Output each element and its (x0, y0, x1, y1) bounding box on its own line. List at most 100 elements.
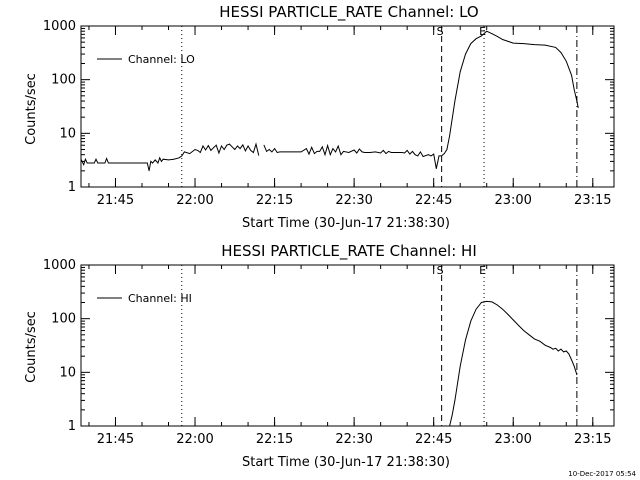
data-point (106, 158, 107, 159)
data-point (512, 319, 514, 321)
data-point (314, 153, 315, 155)
series-line (263, 30, 579, 169)
data-point (576, 374, 578, 376)
data-point (108, 162, 109, 164)
data-point (250, 150, 252, 151)
data-point (420, 151, 421, 153)
data-point (573, 89, 575, 91)
data-point (544, 344, 546, 346)
data-point (274, 148, 275, 150)
chart-title: HESSI PARTICLE_RATE Channel: HI (221, 242, 477, 261)
data-point (146, 162, 148, 164)
data-point (268, 149, 270, 150)
legend-label: Channel: LO (128, 53, 195, 66)
data-point (86, 162, 88, 164)
data-point (148, 170, 150, 172)
data-point (550, 347, 551, 348)
data-point (231, 146, 233, 148)
data-point (565, 350, 567, 352)
data-point (226, 144, 228, 146)
data-point (560, 348, 562, 350)
data-point (454, 400, 456, 401)
data-point (324, 154, 326, 156)
data-point (443, 153, 445, 155)
data-point (150, 161, 152, 162)
data-point (496, 304, 498, 306)
data-point (353, 149, 355, 151)
data-point (388, 151, 389, 152)
y-tick-label: 1000 (43, 258, 76, 273)
data-point (523, 330, 525, 331)
data-point (319, 151, 321, 152)
data-point (210, 150, 212, 151)
data-point (449, 425, 450, 427)
data-point (361, 151, 363, 153)
data-point (154, 159, 156, 161)
data-point (369, 152, 371, 153)
x-tick-label: 22:15 (256, 432, 293, 447)
plot-frame (80, 264, 615, 427)
legend: Channel: HI (97, 292, 192, 305)
data-point (380, 152, 381, 154)
y-tick-label: 1 (68, 419, 76, 434)
data-point (459, 71, 461, 73)
data-point (544, 44, 546, 46)
data-point (104, 162, 106, 164)
data-point (433, 153, 435, 155)
x-tick-label: 23:00 (494, 193, 531, 208)
data-point (329, 154, 331, 156)
data-point (359, 148, 360, 150)
time-marker-label: E (479, 25, 486, 38)
data-point (390, 152, 392, 153)
data-point (573, 365, 575, 367)
x-axis-label: Start Time (30-Jun-17 21:38:30) (242, 216, 450, 231)
x-tick-label: 22:45 (415, 193, 452, 208)
data-point (159, 157, 161, 159)
data-point (465, 339, 466, 341)
data-point (454, 100, 456, 102)
legend: Channel: LO (97, 53, 195, 66)
y-tick-label: 1 (68, 180, 76, 195)
data-point (576, 100, 578, 102)
data-point (571, 359, 572, 361)
data-point (97, 162, 99, 164)
data-point (343, 151, 344, 152)
data-point (552, 348, 554, 350)
data-point (523, 43, 525, 44)
time-marker-label: S (437, 25, 444, 38)
data-point (157, 162, 159, 164)
data-point (271, 151, 273, 153)
data-point (449, 135, 450, 137)
data-point (263, 144, 265, 146)
data-point (197, 150, 199, 151)
chart-title: HESSI PARTICLE_RATE Channel: LO (219, 3, 478, 22)
data-point (327, 145, 328, 147)
data-point (565, 60, 567, 62)
data-point (237, 145, 238, 147)
data-point (184, 151, 185, 153)
data-point (161, 161, 162, 162)
data-point (258, 154, 260, 156)
data-point (401, 152, 403, 153)
data-point (321, 146, 323, 148)
data-point (374, 151, 376, 153)
x-tick-label: 23:15 (574, 193, 611, 208)
data-point (218, 152, 220, 154)
data-point (202, 145, 204, 147)
data-point (404, 152, 405, 154)
data-point (340, 154, 342, 156)
timestamp-footer: 10-Dec-2017 05:54 (568, 470, 636, 478)
data-point (239, 148, 241, 150)
data-point (414, 154, 416, 156)
data-point (181, 155, 183, 157)
data-point (491, 33, 493, 35)
data-point (430, 155, 432, 157)
data-point (470, 320, 472, 322)
x-tick-label: 21:45 (97, 432, 134, 447)
data-point (152, 162, 154, 164)
data-point (168, 159, 169, 161)
x-tick-label: 22:45 (415, 432, 452, 447)
data-point (311, 146, 313, 148)
data-point (300, 151, 302, 153)
data-point (507, 314, 509, 315)
